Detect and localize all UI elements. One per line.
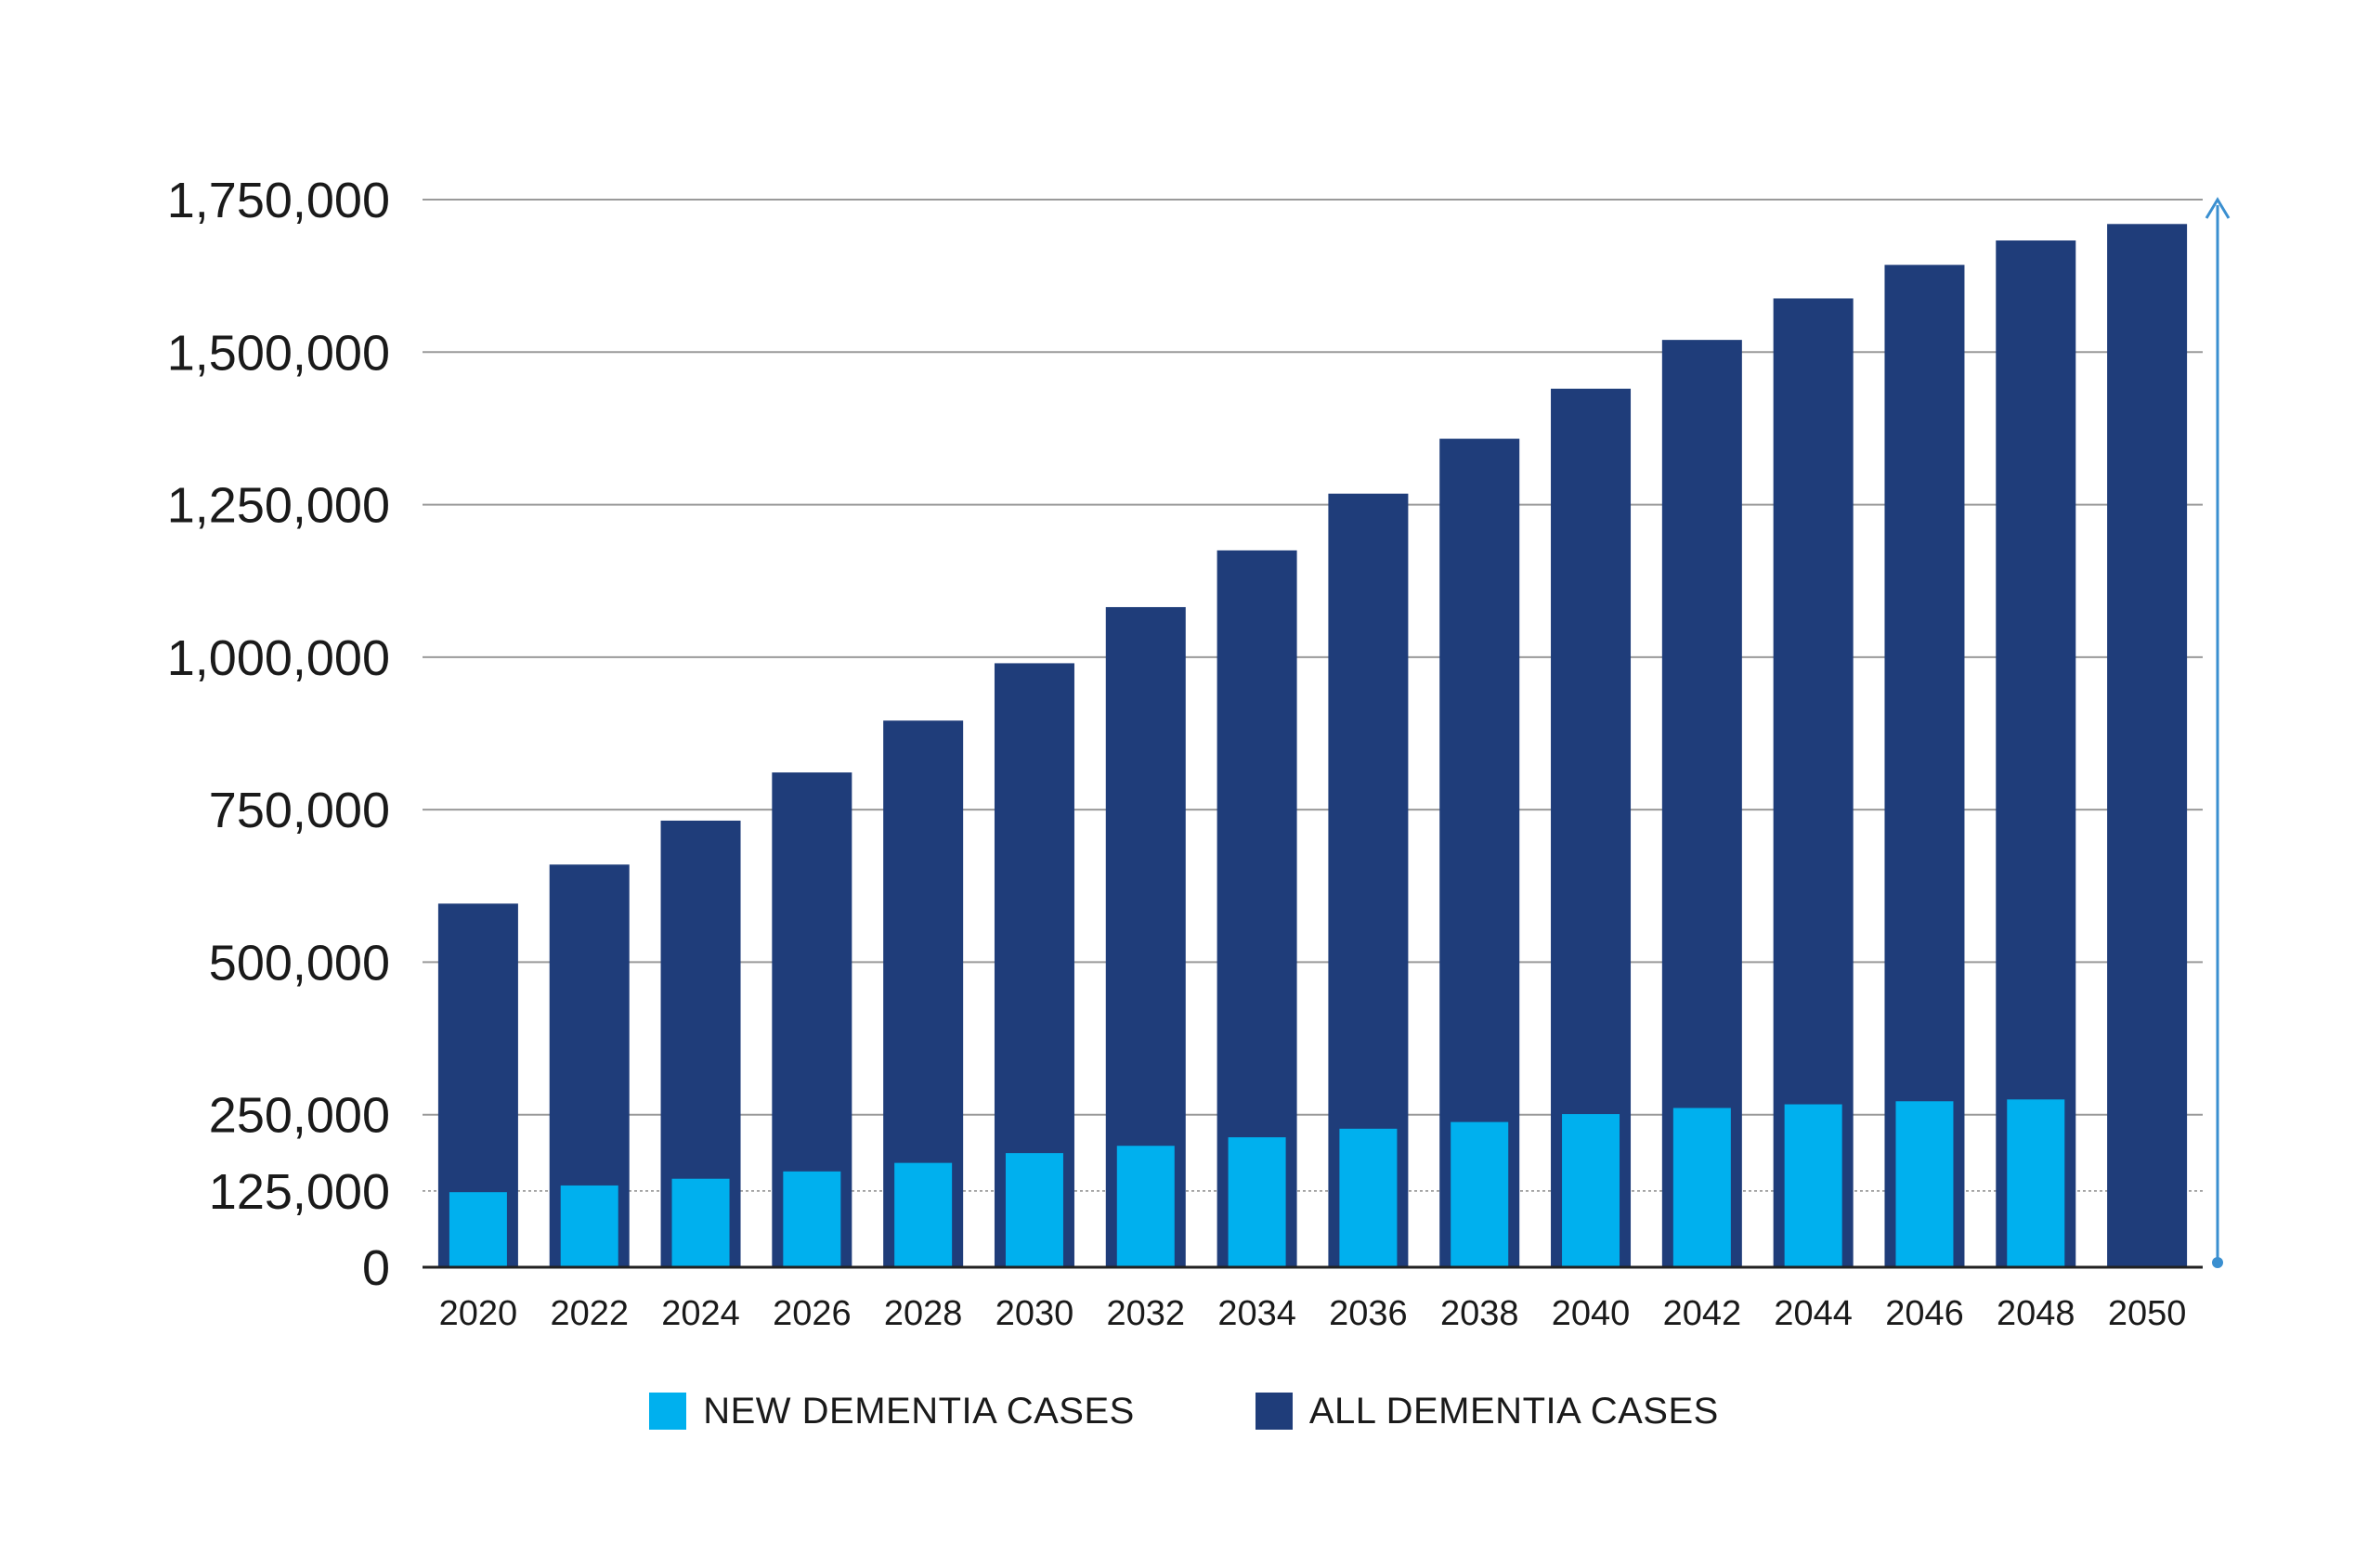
x-tick-label: 2022 <box>550 1294 629 1333</box>
y-tick-label: 0 <box>362 1240 390 1296</box>
bar-all-2048 <box>1996 240 2076 1267</box>
y-tick-label: 1,750,000 <box>167 173 390 228</box>
y-tick-label: 250,000 <box>209 1088 390 1144</box>
bar-new-2022 <box>560 1185 618 1267</box>
bar-new-2032 <box>1116 1146 1175 1267</box>
y-tick-label: 125,000 <box>209 1164 390 1220</box>
legend-item-new: NEW DEMENTIA CASES <box>649 1391 1135 1432</box>
bar-new-2024 <box>671 1178 730 1267</box>
bar-new-2036 <box>1339 1128 1398 1267</box>
bar-new-2046 <box>1895 1101 1954 1267</box>
bar-new-2042 <box>1672 1108 1731 1267</box>
bar-new-2028 <box>894 1162 953 1267</box>
y-tick-labels: 0 125,000 250,000 500,000 750,000 1,000,000 1,… <box>167 173 390 1296</box>
bar-all-2050 <box>2107 224 2188 1267</box>
x-tick-label: 2046 <box>1885 1294 1964 1333</box>
legend-swatch-all <box>1255 1393 1293 1430</box>
y-tick-label: 500,000 <box>209 935 390 991</box>
bar-all-2046 <box>1884 265 1965 1267</box>
range-arrow <box>2205 197 2231 1268</box>
bar-new-2038 <box>1451 1121 1509 1267</box>
x-tick-label: 2020 <box>439 1294 518 1333</box>
bar-new-2040 <box>1562 1114 1620 1267</box>
bar-new-2048 <box>2007 1099 2065 1267</box>
y-tick-label: 750,000 <box>209 783 390 838</box>
x-tick-label: 2038 <box>1440 1294 1519 1333</box>
bar-new-2044 <box>1784 1104 1842 1267</box>
bar-new-2026 <box>783 1171 841 1267</box>
arrow-head <box>2205 197 2231 219</box>
x-tick-label: 2044 <box>1774 1294 1853 1333</box>
x-tick-label: 2032 <box>1107 1294 1186 1333</box>
legend-item-all: ALL DEMENTIA CASES <box>1255 1390 1719 1432</box>
arrow-base-dot <box>2212 1257 2223 1268</box>
legend-swatch-new <box>649 1393 687 1430</box>
y-tick-label: 1,500,000 <box>167 325 390 381</box>
legend-label-all: ALL DEMENTIA CASES <box>1308 1390 1719 1432</box>
bar-new-2030 <box>1005 1153 1063 1267</box>
bar-new-2020 <box>449 1192 507 1267</box>
bar-new-2034 <box>1228 1137 1286 1267</box>
x-tick-label: 2042 <box>1663 1294 1742 1333</box>
x-tick-labels: 2020 2022 2024 2026 2028 2030 2032 2034 2036 2038… <box>439 1294 2187 1333</box>
x-tick-label: 2030 <box>995 1294 1074 1333</box>
x-tick-label: 2036 <box>1329 1294 1408 1333</box>
x-tick-label: 2028 <box>884 1294 963 1333</box>
legend: NEW DEMENTIA CASES ALL DEMENTIA CASES <box>0 1383 2368 1439</box>
x-tick-label: 2048 <box>1997 1294 2075 1333</box>
x-tick-label: 2026 <box>773 1294 852 1333</box>
x-tick-label: 2050 <box>2108 1294 2187 1333</box>
y-tick-label: 1,000,000 <box>167 630 390 686</box>
x-tick-label: 2034 <box>1217 1294 1296 1333</box>
y-tick-label: 1,250,000 <box>167 478 390 534</box>
legend-label-new: NEW DEMENTIA CASES <box>703 1390 1135 1432</box>
x-tick-label: 2040 <box>1552 1294 1631 1333</box>
x-tick-label: 2024 <box>661 1294 740 1333</box>
new-cases-bars <box>449 1099 2065 1267</box>
